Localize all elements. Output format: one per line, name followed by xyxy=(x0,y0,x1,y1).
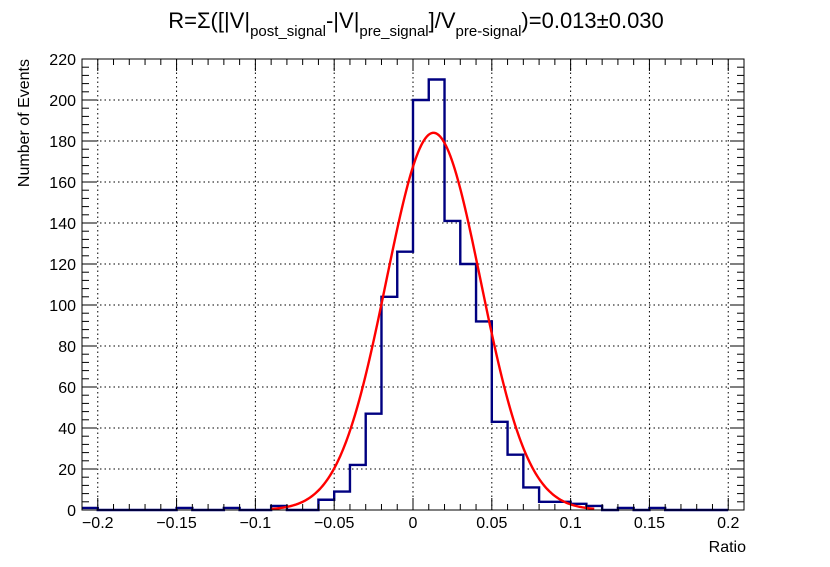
x-tick-labels: −0.2 −0.15 −0.1 −0.05 0 0.05 0.1 0.15 0.2 xyxy=(82,515,739,532)
axis-ticks xyxy=(81,58,745,511)
x-tick-label: 0.15 xyxy=(634,515,665,532)
x-tick-label: −0.05 xyxy=(314,515,355,532)
y-tick-label: 20 xyxy=(58,462,76,479)
title-subscript: pre-signal xyxy=(456,23,522,40)
y-axis-label: Number of Events xyxy=(16,59,33,187)
y-tick-label: 60 xyxy=(58,380,76,397)
y-tick-label: 220 xyxy=(49,52,76,69)
y-tick-label: 40 xyxy=(58,421,76,438)
y-tick-label: 140 xyxy=(49,216,76,233)
x-tick-label: −0.15 xyxy=(156,515,197,532)
title-subscript: pre_signal xyxy=(359,23,428,40)
x-tick-label: −0.2 xyxy=(82,515,114,532)
x-tick-label: 0 xyxy=(409,515,418,532)
title-part: )=0.013±0.030 xyxy=(521,8,663,33)
x-tick-label: 0.05 xyxy=(476,515,507,532)
y-tick-label: 80 xyxy=(58,339,76,356)
title-part: R=Σ([|V| xyxy=(168,8,250,33)
x-tick-label: 0.2 xyxy=(717,515,739,532)
x-tick-label: 0.1 xyxy=(559,515,581,532)
y-tick-label: 200 xyxy=(49,93,76,110)
gaussian-fit-curve xyxy=(271,131,595,511)
chart-title: R=Σ([|V|post_signal-|V|pre_signal]/Vpre-… xyxy=(168,8,664,40)
x-axis-label: Ratio xyxy=(709,539,746,556)
y-tick-label: 160 xyxy=(49,175,76,192)
title-part: ]/V xyxy=(429,8,456,33)
grid-lines xyxy=(82,59,744,510)
y-tick-label: 120 xyxy=(49,257,76,274)
y-tick-label: 100 xyxy=(49,298,76,315)
title-subscript: post_signal xyxy=(250,23,326,40)
title-part: -|V| xyxy=(326,8,359,33)
y-tick-labels: 0 20 40 60 80 100 120 140 160 180 200 220 xyxy=(49,52,76,520)
histogram-outline xyxy=(82,78,729,512)
x-tick-label: −0.1 xyxy=(240,515,272,532)
y-tick-label: 0 xyxy=(67,503,76,520)
y-tick-label: 180 xyxy=(49,134,76,151)
histogram-series xyxy=(82,78,729,512)
gaussian-fit-series xyxy=(271,131,595,511)
